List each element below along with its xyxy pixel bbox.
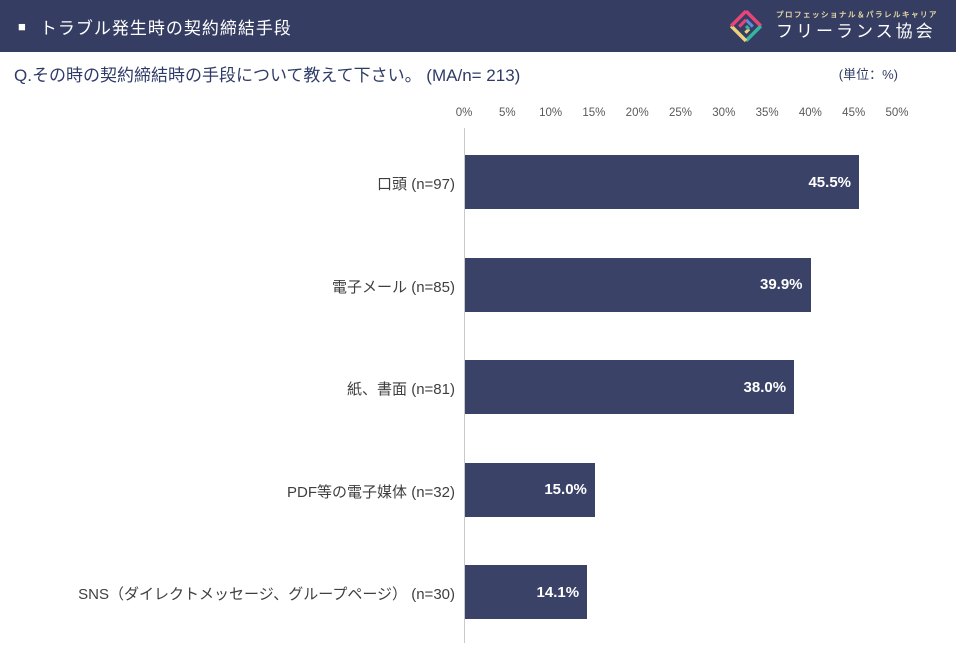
x-tick-label: 45%	[842, 107, 866, 119]
logo-text-group: プロフェッショナル＆パラレルキャリア フリーランス協会	[776, 9, 938, 41]
bar-category-label: 紙、書面 (n=81)	[347, 381, 455, 398]
bar-category-label: 口頭 (n=97)	[377, 176, 455, 193]
x-tick-label: 40%	[798, 107, 822, 119]
x-tick-label: 25%	[668, 107, 693, 119]
x-tick-label: 0%	[455, 107, 473, 119]
bar-rect: 38.0%	[465, 360, 795, 414]
bar-value-label: 45.5%	[808, 173, 852, 191]
bar-value-label: 39.9%	[759, 276, 803, 293]
header-title-group: ■ トラブル発生時の契約締結手段	[18, 14, 292, 39]
x-tick-label: 10%	[539, 107, 563, 119]
header-bar: ■ トラブル発生時の契約締結手段 プロフェッショナル＆パラレルキャリア フリーラ…	[0, 0, 956, 52]
page-title: トラブル発生時の契約締結手段	[39, 18, 292, 38]
question-text: Q.その時の契約締結時の手段について教えて下さい。 (MA/n= 213)	[14, 65, 521, 85]
unit-note: (単位：%)	[838, 66, 898, 82]
bar-rect: 39.9%	[465, 257, 811, 312]
question-row: Q.その時の契約締結時の手段について教えて下さい。 (MA/n= 213) (単…	[0, 52, 956, 88]
x-tick-label: 50%	[885, 107, 909, 119]
bar-rect: 14.1%	[465, 565, 588, 619]
logo-name: フリーランス協会	[776, 21, 936, 41]
x-tick-label: 15%	[582, 107, 606, 119]
bar-category-label: 電子メール (n=85)	[332, 278, 455, 296]
x-tick-label: 5%	[498, 107, 516, 119]
x-tick-label: 30%	[712, 107, 736, 119]
bar-category-label: SNS（ダイレクトメッセージ、グループページ） (n=30)	[78, 586, 455, 603]
x-tick-label: 35%	[755, 107, 779, 119]
bar-value-label: 14.1%	[536, 583, 580, 601]
y-axis-line	[464, 128, 465, 643]
bar-category-label: PDF等の電子媒体 (n=32)	[287, 483, 455, 501]
logo-tagline: プロフェッショナル＆パラレルキャリア	[776, 9, 938, 19]
bar-value-label: 38.0%	[743, 378, 787, 396]
bar-rect: 15.0%	[465, 462, 595, 517]
bullet-square-icon: ■	[18, 18, 26, 34]
bar-value-label: 15.0%	[544, 481, 587, 498]
bar-rect: 45.5%	[465, 155, 860, 209]
logo-diamond-icon	[729, 9, 763, 43]
organization-logo: プロフェッショナル＆パラレルキャリア フリーランス協会	[725, 5, 942, 47]
x-tick-label: 20%	[625, 107, 649, 119]
